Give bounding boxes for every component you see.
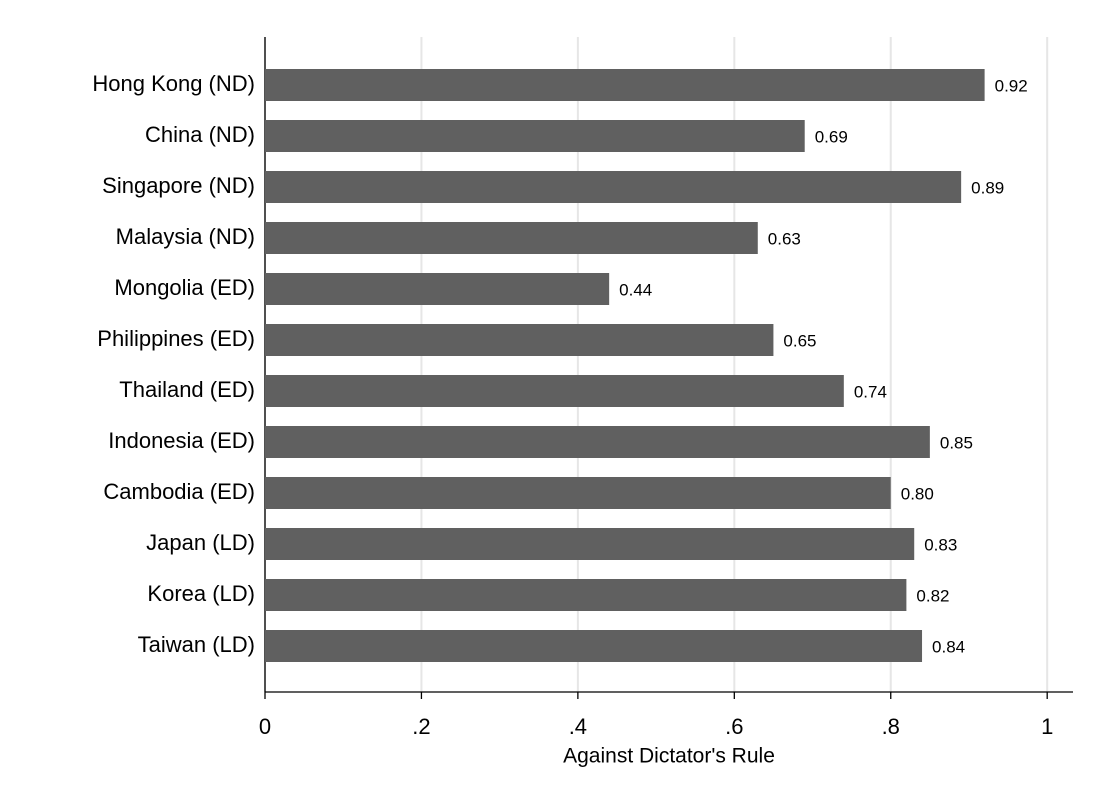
bar: [265, 324, 774, 356]
x-tick-label: .6: [725, 714, 743, 739]
x-tick-label: 1: [1041, 714, 1053, 739]
value-label: 0.80: [901, 484, 934, 503]
value-label: 0.63: [768, 229, 801, 248]
bar: [265, 69, 985, 101]
y-tick-label: Mongolia (ED): [114, 275, 255, 300]
bar: [265, 171, 962, 203]
x-tick-label: .4: [569, 714, 587, 739]
y-tick-label: Japan (LD): [146, 530, 255, 555]
bar: [265, 528, 915, 560]
bar: [265, 426, 930, 458]
bar: [265, 630, 923, 662]
y-tick-label: Singapore (ND): [102, 173, 255, 198]
y-tick-label: Korea (LD): [147, 581, 255, 606]
bar: [265, 222, 758, 254]
value-label: 0.74: [854, 382, 887, 401]
value-label: 0.82: [916, 586, 949, 605]
y-tick-label: Hong Kong (ND): [92, 71, 255, 96]
x-tick-label: .2: [412, 714, 430, 739]
bar: [265, 120, 805, 152]
y-tick-label: China (ND): [145, 122, 255, 147]
bar: [265, 579, 907, 611]
x-tick-label: 0: [259, 714, 271, 739]
y-tick-label: Malaysia (ND): [116, 224, 255, 249]
y-tick-label: Thailand (ED): [119, 377, 255, 402]
y-tick-label: Indonesia (ED): [108, 428, 255, 453]
y-tick-label: Taiwan (LD): [138, 632, 255, 657]
value-label: 0.65: [783, 331, 816, 350]
value-label: 0.69: [815, 127, 848, 146]
value-label: 0.85: [940, 433, 973, 452]
value-label: 0.92: [995, 76, 1028, 95]
x-tick-label: .8: [882, 714, 900, 739]
value-label: 0.84: [932, 637, 965, 656]
bar: [265, 273, 610, 305]
value-label: 0.83: [924, 535, 957, 554]
y-tick-label: Philippines (ED): [97, 326, 255, 351]
value-label: 0.44: [619, 280, 652, 299]
y-tick-label: Cambodia (ED): [103, 479, 255, 504]
x-axis-title: Against Dictator's Rule: [563, 745, 775, 768]
value-label: 0.89: [971, 178, 1004, 197]
bar: [265, 375, 844, 407]
bar: [265, 477, 891, 509]
